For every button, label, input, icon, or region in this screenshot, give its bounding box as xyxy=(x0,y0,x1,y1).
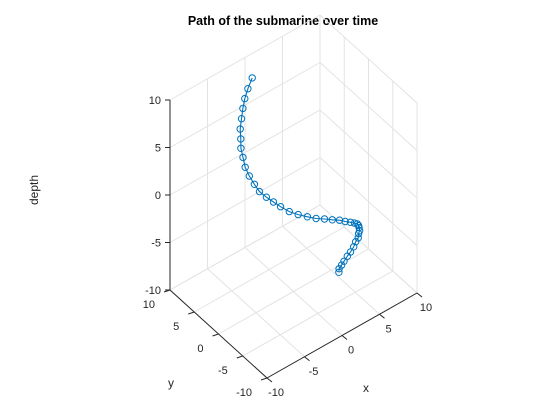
data-point-marker xyxy=(335,268,343,276)
series-line xyxy=(239,77,361,273)
tick-labels: -10 -5 0 5 10 -10 -5 0 5 10 -10 -5 0 5 10 xyxy=(143,95,432,399)
y-tick-mark xyxy=(212,333,219,337)
data-point-marker xyxy=(276,203,285,211)
z-tick-label: 5 xyxy=(155,143,161,155)
z-axis-label: depth xyxy=(27,175,41,205)
z-tick-label: -5 xyxy=(151,238,161,250)
axes xyxy=(163,99,423,383)
data-point-marker xyxy=(341,217,349,226)
data-point-marker xyxy=(350,243,358,251)
x-axis-label: x xyxy=(363,381,369,395)
data-point-marker xyxy=(294,210,302,219)
x-tick-label: -10 xyxy=(268,387,284,399)
z-tick-label: 0 xyxy=(155,190,161,202)
grid-line-backleft-z xyxy=(169,14,321,101)
grid-line-backleft-z xyxy=(169,204,321,291)
x-tick-mark xyxy=(416,292,423,298)
x-tick-label: 5 xyxy=(385,323,391,335)
series-group xyxy=(236,74,364,276)
x-tick-mark xyxy=(341,335,348,340)
grid-line-backright-z xyxy=(319,109,418,199)
data-point-marker xyxy=(239,153,247,162)
data-point-marker xyxy=(353,220,361,228)
data-point-marker xyxy=(346,218,355,227)
data-point-marker xyxy=(237,144,245,153)
data-point-marker xyxy=(241,163,249,172)
y-tick-label: -5 xyxy=(218,365,228,377)
y-axis-label: y xyxy=(168,376,174,390)
y-tick-mark xyxy=(236,355,243,359)
data-point-marker xyxy=(340,257,348,265)
data-point-marker xyxy=(262,193,271,201)
data-point-marker xyxy=(244,85,252,93)
data-point-marker xyxy=(354,229,363,238)
x-tick-mark xyxy=(304,356,310,362)
grid-line-floor-y xyxy=(218,248,369,335)
data-point-marker xyxy=(337,261,346,269)
chart-title: Path of the submarine over time xyxy=(188,14,378,28)
y-tick-label: -10 xyxy=(236,387,252,399)
data-point-marker xyxy=(250,180,259,189)
grid-line-backleft-z xyxy=(169,157,321,243)
data-point-marker xyxy=(255,187,264,196)
data-point-marker xyxy=(237,115,246,123)
grid-line-backright-z xyxy=(319,157,418,246)
y-tick-label: 5 xyxy=(173,321,179,333)
grid-line-backright-z xyxy=(319,62,418,151)
y-tick-mark xyxy=(188,311,195,315)
data-point-marker xyxy=(248,74,256,82)
grid-line-backright-z xyxy=(319,14,418,104)
x-tick-label: -5 xyxy=(309,366,319,378)
data-point-marker xyxy=(335,265,343,273)
data-point-marker xyxy=(320,215,329,223)
data-point-marker xyxy=(237,135,245,143)
x-tick-label: 10 xyxy=(420,302,432,314)
data-point-marker xyxy=(245,172,254,180)
z-tick-label: -10 xyxy=(145,285,161,297)
grid-line-floor-y xyxy=(242,270,393,357)
data-point-marker xyxy=(269,198,278,206)
data-point-marker xyxy=(239,104,247,113)
data-point-marker xyxy=(236,125,244,133)
grid-line-floor-y xyxy=(194,226,345,313)
data-point-marker xyxy=(241,94,249,103)
y-tick-mark xyxy=(260,377,268,381)
y-tick-label: 10 xyxy=(143,299,155,311)
data-point-marker xyxy=(285,207,293,216)
grid-line-backleft-z xyxy=(169,62,321,148)
data-point-marker xyxy=(352,238,360,246)
data-point-marker xyxy=(312,214,320,223)
data-point-marker xyxy=(303,213,312,221)
x-tick-mark xyxy=(379,313,385,319)
data-point-marker xyxy=(354,234,362,242)
x-tick-label: 0 xyxy=(348,345,354,357)
grid-line-backleft-z xyxy=(169,109,321,196)
data-point-marker xyxy=(328,216,336,224)
y-tick-label: 0 xyxy=(197,343,203,355)
data-point-marker xyxy=(343,252,351,260)
z-tick-label: 10 xyxy=(149,95,161,107)
x-tick-mark xyxy=(266,377,273,383)
